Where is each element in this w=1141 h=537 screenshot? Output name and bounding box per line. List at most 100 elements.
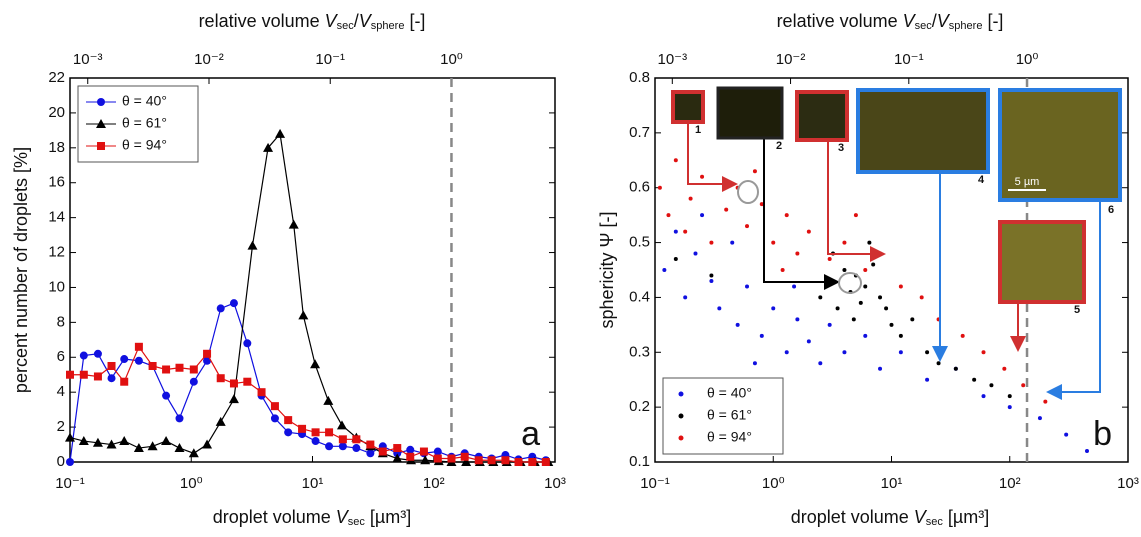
marker (541, 458, 550, 466)
marker (338, 435, 347, 444)
highlight (737, 180, 759, 204)
legend-marker (97, 142, 105, 150)
marker (120, 355, 129, 364)
scatter-point (871, 262, 876, 267)
marker (120, 377, 129, 386)
marker (461, 457, 472, 466)
scatter-point (745, 284, 750, 289)
marker (106, 439, 117, 449)
inset-image (716, 86, 784, 140)
scatter-point (972, 377, 977, 382)
scatter-point (863, 268, 868, 272)
scatter-point (806, 229, 811, 234)
y-tick-label: 0.1 (629, 453, 650, 470)
marker (270, 414, 279, 423)
x-tick-label: 10³ (544, 475, 566, 492)
scatter-point (851, 317, 856, 322)
marker (528, 458, 537, 466)
legend-label: θ = 61° (122, 115, 167, 131)
marker (107, 374, 116, 383)
scatter-point (1007, 394, 1012, 399)
marker (203, 349, 212, 358)
scatter-point (835, 306, 840, 311)
scatter-point (784, 350, 789, 355)
marker (352, 435, 361, 444)
y-tick-label: 14 (48, 209, 65, 226)
scatter-point (657, 185, 662, 190)
scatter-point (889, 322, 894, 327)
arrow (763, 138, 840, 290)
scatter-point (795, 317, 800, 322)
insets: 5 µm 1 2 3 4 5 6 (671, 86, 1122, 400)
marker (311, 437, 320, 446)
y-tick-label: 6 (57, 348, 65, 365)
scatter-point (898, 350, 903, 355)
marker (174, 443, 185, 453)
scatter-point (780, 268, 785, 272)
legend-marker (96, 119, 106, 128)
marker (323, 395, 334, 405)
scatter-point (662, 268, 667, 272)
marker (66, 458, 74, 466)
marker (202, 439, 213, 449)
inset-number: 1 (695, 124, 701, 136)
marker (119, 436, 130, 446)
scatter-point (673, 257, 678, 262)
marker (216, 304, 225, 313)
scatter-point (752, 169, 757, 174)
scatter-point (981, 350, 986, 355)
scatter-point (1064, 432, 1069, 437)
marker (66, 370, 74, 379)
x-tick-label: 10⁻¹ (640, 475, 670, 492)
scatter-point (709, 278, 714, 283)
scatter-point (795, 251, 800, 256)
scatter-point (700, 213, 705, 218)
marker (270, 402, 279, 411)
marker (338, 442, 347, 451)
marker (134, 356, 143, 365)
scatter-point (683, 295, 688, 300)
scatter-point (981, 394, 986, 399)
scatter-point (717, 306, 722, 311)
marker (79, 370, 88, 379)
marker (288, 219, 299, 229)
scatter-point (853, 213, 858, 218)
y-tick-label: 16 (48, 174, 65, 191)
y-tick-label: 0.4 (629, 288, 650, 305)
marker (243, 339, 252, 348)
y-tick-label: 12 (48, 244, 65, 261)
marker (243, 377, 252, 386)
scatter-point (1002, 366, 1007, 371)
scatter-point (1084, 449, 1089, 454)
highlight (838, 272, 862, 294)
marker (487, 456, 496, 465)
x-tick-label: 10³ (1117, 475, 1139, 492)
marker (310, 359, 321, 369)
legend-marker (678, 435, 684, 441)
marker (420, 455, 431, 465)
marker (228, 394, 239, 404)
scatter-point (925, 377, 930, 382)
marker (433, 454, 442, 463)
scatter-point (759, 202, 764, 207)
marker (107, 362, 116, 370)
scatter-point (925, 350, 930, 355)
scatter-point (953, 366, 958, 371)
scatter-point (759, 333, 764, 338)
marker (284, 428, 293, 437)
x2-tick-label: 10⁻¹ (315, 51, 345, 68)
marker (78, 436, 89, 446)
marker (514, 458, 523, 466)
marker (263, 142, 274, 152)
marker (460, 452, 469, 461)
scatter-point (818, 361, 823, 366)
legend-marker (678, 413, 684, 419)
legend-label: θ = 40° (122, 93, 167, 109)
scatter-point (771, 240, 776, 245)
scatter-point (709, 273, 714, 278)
y-tick-label: 0 (57, 453, 65, 470)
x2-tick-label: 10⁻² (194, 51, 224, 68)
marker (189, 377, 198, 386)
marker (392, 453, 403, 463)
marker (275, 128, 286, 138)
